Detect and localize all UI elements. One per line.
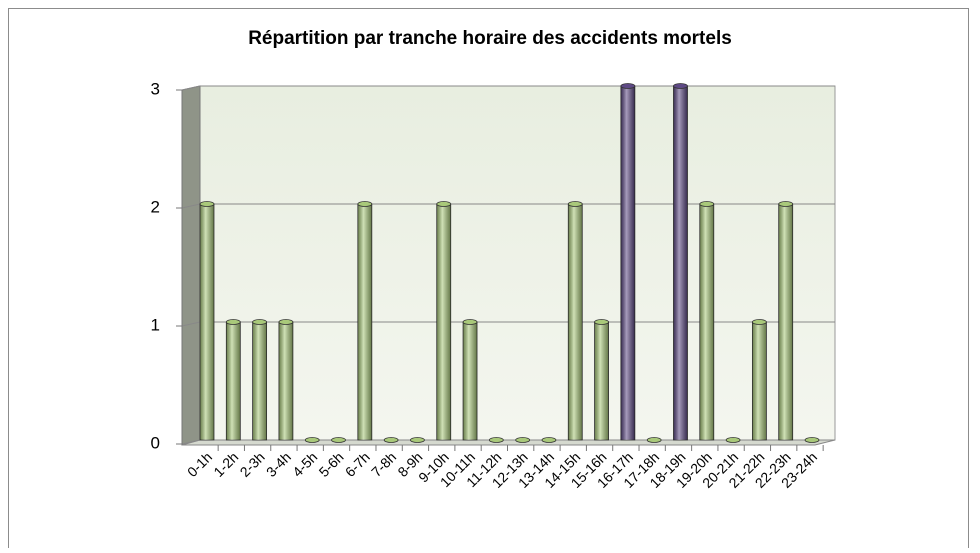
bar-shade — [778, 204, 793, 440]
bar-top — [567, 201, 583, 207]
bar-top — [252, 319, 268, 325]
bar-shade — [252, 322, 267, 440]
bar-top — [331, 437, 346, 443]
bar-top — [199, 201, 215, 207]
y-tick-label: 0 — [151, 433, 160, 452]
bar-top — [304, 437, 320, 443]
bar-top — [357, 201, 373, 207]
chart-title: Répartition par tranche horaire des acci… — [248, 28, 732, 49]
bar-shade — [752, 322, 767, 440]
bar-top — [278, 319, 294, 325]
bar-shade — [357, 204, 372, 440]
bar-shade — [463, 322, 478, 440]
bar-shade — [200, 204, 214, 440]
bar-shade — [699, 204, 714, 440]
bar-top — [594, 319, 609, 325]
bar-top — [225, 319, 241, 325]
y-tick-label: 3 — [151, 79, 160, 98]
side-wall — [181, 85, 201, 446]
y-tick-label: 1 — [151, 315, 160, 334]
bar-top — [751, 319, 767, 325]
bar-shade — [226, 322, 241, 440]
bar-top — [699, 201, 715, 207]
bar-top — [725, 437, 741, 443]
bar-top — [462, 319, 478, 325]
back-wall — [199, 85, 836, 441]
bar-top — [620, 83, 636, 89]
bar-shade — [436, 204, 451, 440]
bar-top — [778, 201, 794, 207]
bar-top — [488, 437, 504, 443]
bar-top — [515, 437, 531, 443]
bar-shade — [568, 204, 583, 440]
bar-shade — [673, 86, 688, 440]
bar-shade — [594, 322, 609, 440]
bar-top — [383, 437, 399, 443]
bar-top — [410, 437, 425, 443]
bar-shade — [278, 322, 293, 440]
bar-top — [541, 437, 557, 443]
bar-top — [804, 437, 820, 443]
bar-top — [436, 201, 452, 207]
bar-top — [673, 83, 688, 89]
bar-top — [646, 437, 662, 443]
bar-shade — [620, 86, 635, 440]
y-tick-label: 2 — [151, 197, 160, 216]
